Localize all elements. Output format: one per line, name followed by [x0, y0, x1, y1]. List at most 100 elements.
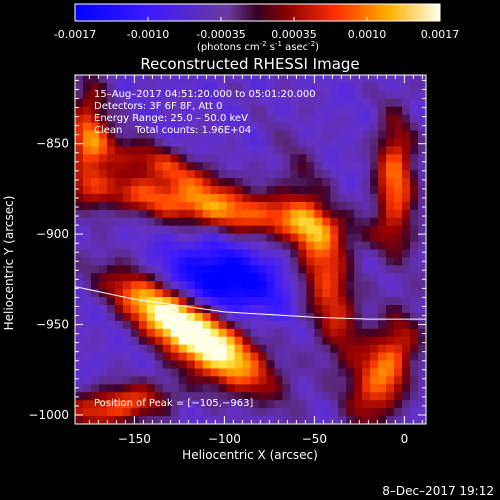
- heatmap-cell: [162, 241, 172, 251]
- heatmap-cell: [210, 209, 220, 219]
- heatmap-cell: [170, 273, 180, 282]
- heatmap-cell: [90, 170, 100, 179]
- heatmap-cell: [250, 249, 260, 259]
- heatmap-cell: [138, 344, 148, 354]
- heatmap-cell: [386, 201, 395, 211]
- heatmap-cell: [130, 82, 140, 92]
- heatmap-cell: [378, 170, 387, 179]
- heatmap-cell: [122, 328, 132, 338]
- heatmap-cell: [162, 400, 172, 409]
- heatmap-cell: [138, 305, 148, 314]
- heatmap-cell: [202, 392, 212, 401]
- heatmap-cell: [138, 273, 148, 282]
- heatmap-cell: [290, 281, 299, 290]
- heatmap-cell: [75, 130, 84, 140]
- heatmap-cell: [186, 376, 196, 385]
- heatmap-cell: [282, 312, 291, 322]
- heatmap-cell: [218, 106, 228, 116]
- heatmap-cell: [418, 336, 426, 346]
- heatmap-cell: [114, 106, 124, 116]
- heatmap-cell: [178, 257, 188, 266]
- heatmap-cell: [346, 257, 355, 266]
- heatmap-cell: [418, 273, 426, 282]
- heatmap-cell: [226, 114, 236, 124]
- heatmap-cell: [218, 98, 228, 108]
- heatmap-cell: [122, 154, 132, 163]
- heatmap-cell: [114, 249, 124, 259]
- heatmap-cell: [202, 217, 212, 227]
- heatmap-cell: [322, 217, 331, 227]
- heatmap-cell: [402, 352, 411, 362]
- heatmap-cell: [218, 217, 228, 227]
- heatmap-cell: [378, 233, 387, 243]
- heatmap-cell: [338, 336, 347, 346]
- heatmap-cell: [402, 114, 411, 124]
- heatmap-cell: [194, 178, 204, 187]
- heatmap-cell: [146, 178, 156, 187]
- heatmap-cell: [75, 106, 84, 116]
- heatmap-cell: [138, 98, 148, 108]
- heatmap-cell: [106, 209, 116, 219]
- heatmap-cell: [402, 360, 411, 370]
- heatmap-cell: [194, 106, 204, 116]
- heatmap-cell: [186, 241, 196, 251]
- heatmap-cell: [98, 130, 108, 140]
- heatmap-cell: [122, 162, 132, 171]
- heatmap-cell: [162, 98, 172, 108]
- x-tick-label: −50: [302, 432, 327, 446]
- heatmap-cell: [258, 265, 268, 274]
- heatmap-cell: [330, 138, 339, 147]
- heatmap-cell: [314, 170, 323, 179]
- heatmap-cell: [138, 392, 148, 401]
- heatmap-cell: [410, 400, 419, 409]
- heatmap-cell: [75, 225, 84, 235]
- heatmap-cell: [178, 130, 188, 140]
- heatmap-cell: [138, 146, 148, 155]
- heatmap-cell: [218, 281, 228, 290]
- heatmap-cell: [418, 312, 426, 322]
- heatmap-cell: [138, 384, 148, 393]
- heatmap-cell: [170, 312, 180, 322]
- heatmap-cell: [362, 344, 371, 354]
- heatmap-cell: [418, 201, 426, 211]
- heatmap-cell: [210, 106, 220, 116]
- heatmap-cell: [370, 328, 379, 338]
- heatmap-cell: [330, 249, 339, 259]
- heatmap-cell: [218, 114, 228, 124]
- heatmap-cell: [242, 376, 252, 385]
- heatmap-cell: [114, 82, 124, 92]
- heatmap-cell: [250, 368, 260, 378]
- heatmap-cell: [330, 241, 339, 251]
- heatmap-cell: [386, 209, 395, 219]
- heatmap-cell: [218, 305, 228, 314]
- heatmap-cell: [274, 225, 284, 235]
- heatmap-cell: [418, 400, 426, 409]
- heatmap-cell: [362, 122, 371, 132]
- heatmap-cell: [122, 289, 132, 298]
- heatmap-cell: [346, 273, 355, 282]
- heatmap-cell: [322, 114, 331, 124]
- heatmap-cell: [226, 384, 236, 393]
- heatmap-cell: [410, 225, 419, 235]
- heatmap-cell: [306, 138, 315, 147]
- heatmap-cell: [258, 209, 268, 219]
- heatmap-cell: [354, 400, 363, 409]
- heatmap-cell: [282, 289, 291, 298]
- heatmap-cell: [146, 75, 156, 84]
- heatmap-cell: [410, 273, 419, 282]
- heatmap-cell: [82, 265, 92, 274]
- heatmap-cell: [122, 273, 132, 282]
- heatmap-cell: [218, 312, 228, 322]
- heatmap-cell: [290, 265, 299, 274]
- heatmap-cell: [242, 360, 252, 370]
- heatmap-cell: [290, 328, 299, 338]
- heatmap-cell: [322, 273, 331, 282]
- heatmap-cell: [410, 241, 419, 251]
- heatmap-cell: [298, 90, 307, 100]
- heatmap-cell: [154, 257, 164, 266]
- heatmap-cell: [266, 289, 276, 298]
- heatmap-cell: [338, 233, 347, 243]
- heatmap-cell: [354, 138, 363, 147]
- heatmap-cell: [394, 305, 403, 314]
- heatmap-cell: [226, 193, 236, 203]
